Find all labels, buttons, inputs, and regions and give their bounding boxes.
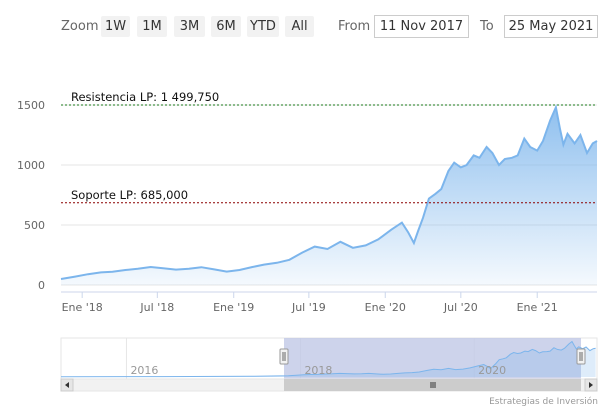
plot-lines: Resistencia LP: 1 499,750 Soporte LP: 685… xyxy=(61,90,597,204)
x-tick-label: Ene '18 xyxy=(62,301,103,314)
zoom-1m-button[interactable]: 1M xyxy=(137,16,167,37)
resistance-label: Resistencia LP: 1 499,750 xyxy=(71,90,219,104)
x-tick-label: Jul '20 xyxy=(443,301,478,314)
navigator-year-label: 2020 xyxy=(478,364,506,377)
zoom-1w-button[interactable]: 1W xyxy=(101,16,130,37)
scrollbar[interactable] xyxy=(60,378,598,392)
navigator-series-area xyxy=(61,341,596,377)
zoom-ytd-button[interactable]: YTD xyxy=(247,16,279,37)
series-line xyxy=(60,104,598,280)
scrollbar-grip-icon xyxy=(430,382,436,388)
navigator-selection[interactable] xyxy=(284,338,581,379)
navigator-right-handle[interactable] xyxy=(576,348,586,365)
navigator-left-handle[interactable] xyxy=(279,348,289,365)
y-tick-label: 1000 xyxy=(17,159,45,172)
zoom-6m-button[interactable]: 6M xyxy=(211,16,241,37)
x-tick-label: Jul '18 xyxy=(139,301,174,314)
series-area xyxy=(61,107,597,286)
scroll-left-button[interactable] xyxy=(60,378,74,392)
zoom-label: Zoom xyxy=(61,19,99,34)
support-label: Soporte LP: 685,000 xyxy=(71,188,188,202)
y-tick-label: 500 xyxy=(24,219,45,232)
from-date-input[interactable]: 11 Nov 2017 xyxy=(374,15,469,38)
zoom-3m-button[interactable]: 3M xyxy=(174,16,205,37)
y-tick-label: 0 xyxy=(38,279,45,292)
from-label: From xyxy=(338,19,371,34)
x-tick-label: Jul '19 xyxy=(291,301,326,314)
to-date-input[interactable]: 25 May 2021 xyxy=(504,15,598,38)
scroll-right-button[interactable] xyxy=(584,378,598,392)
credit-text: Estrategias de Inversión xyxy=(489,396,598,407)
arrow-left-icon xyxy=(65,382,69,388)
y-tick-label: 1500 xyxy=(17,99,45,112)
navigator-labels: 2016 2018 2020 xyxy=(130,364,506,377)
x-tick-label: Ene '20 xyxy=(365,301,406,314)
navigator-year-label: 2016 xyxy=(130,364,158,377)
navigator-year-label: 2018 xyxy=(304,364,332,377)
x-tick-label: Ene '21 xyxy=(517,301,558,314)
navigator[interactable]: 2016 2018 2020 xyxy=(60,337,598,380)
to-label: To xyxy=(480,19,494,34)
arrow-right-icon xyxy=(589,382,593,388)
x-axis: Ene '18 Jul '18 Ene '19 Jul '19 Ene '20 Jul '… xyxy=(62,292,558,314)
zoom-all-button[interactable]: All xyxy=(285,16,314,37)
y-axis: 0 500 1000 1500 xyxy=(17,99,45,292)
navigator-series-line xyxy=(60,340,596,378)
x-tick-label: Ene '19 xyxy=(213,301,254,314)
